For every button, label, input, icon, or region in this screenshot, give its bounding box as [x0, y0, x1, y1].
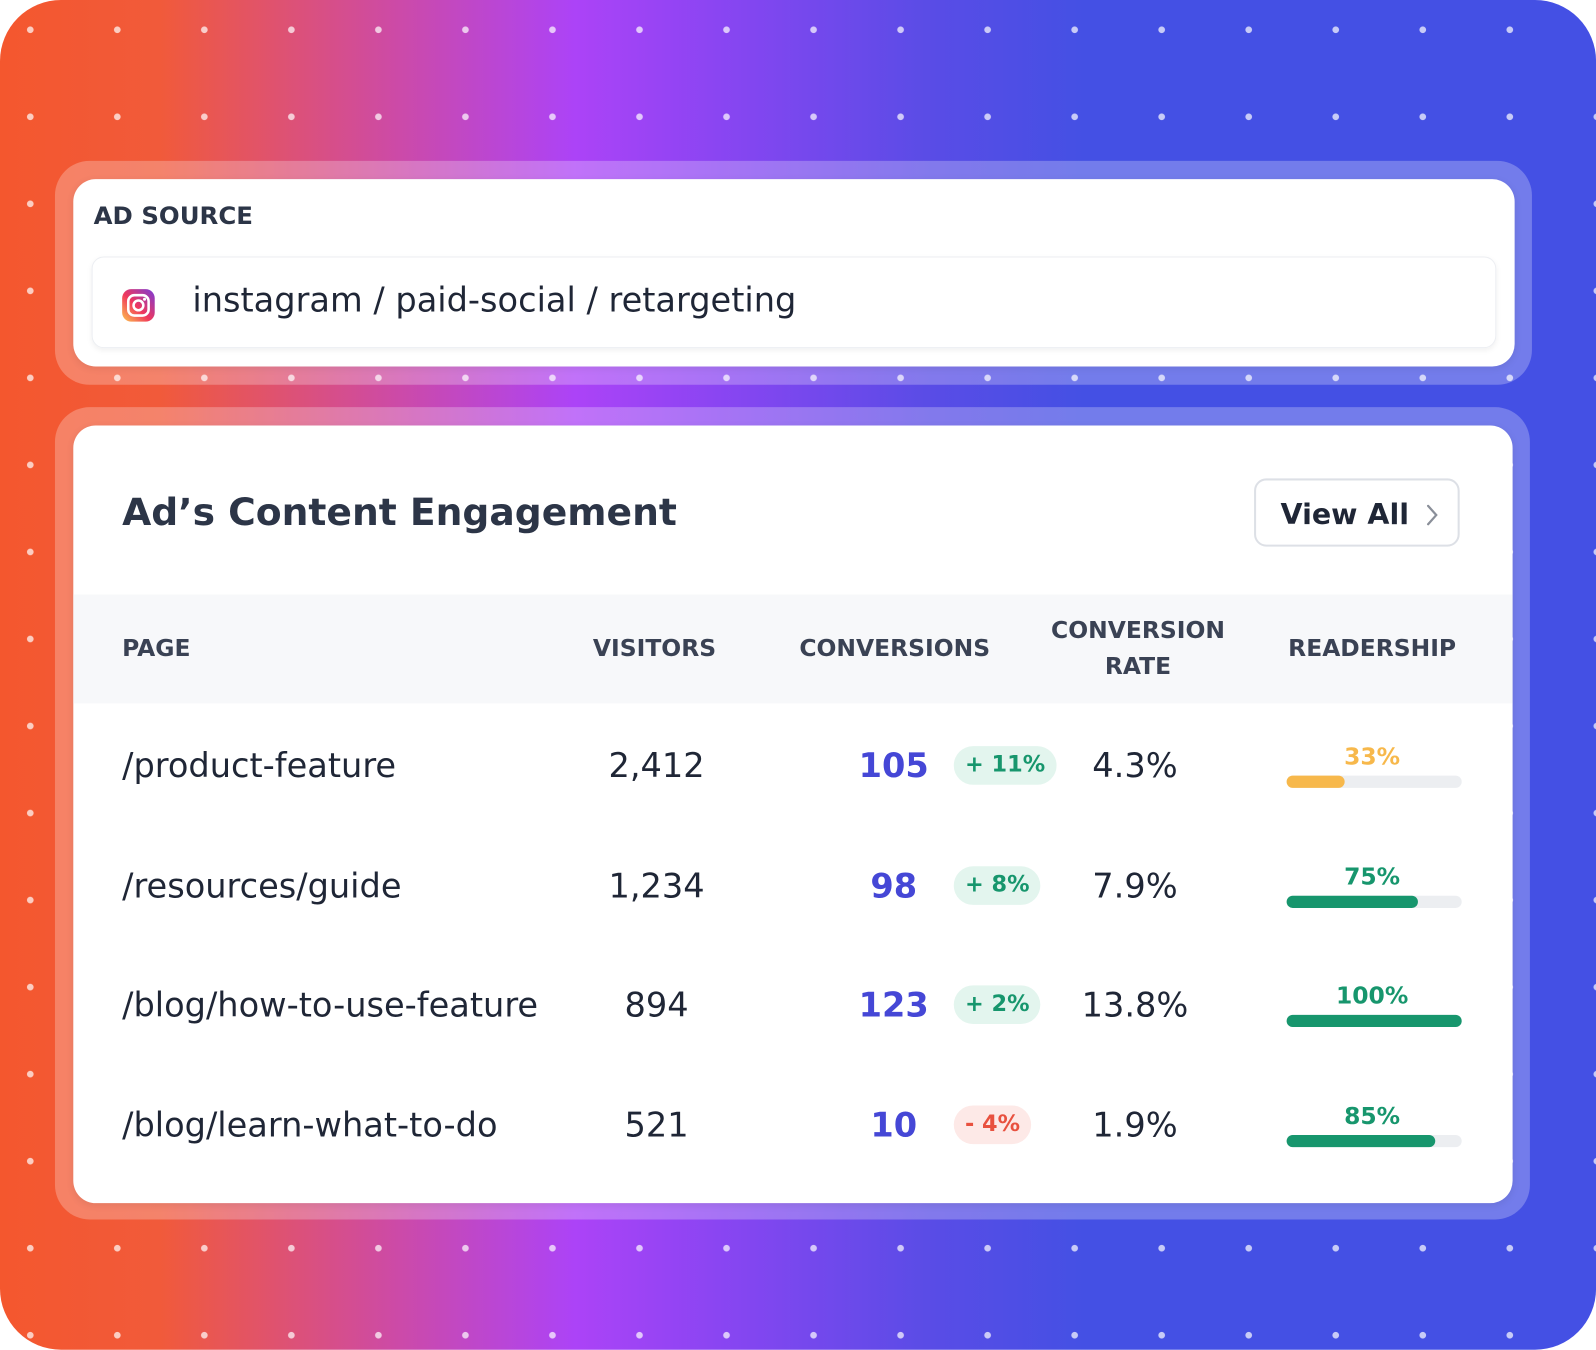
conversions: 10 [870, 1105, 918, 1145]
visitors: 2,412 [608, 745, 705, 786]
change-badge: + 2% [953, 985, 1041, 1025]
instagram-icon [122, 289, 155, 322]
page-path: /blog/learn-what-to-do [122, 1105, 498, 1145]
readership-bar [1286, 1015, 1462, 1028]
conversion-rate: 4.3% [1092, 745, 1178, 786]
readership-track [1286, 1015, 1462, 1028]
ad-source-field: instagram / paid-social / retargeting [91, 256, 1497, 349]
column-header: CONVERSION RATE [1051, 617, 1225, 680]
column-header: PAGE [122, 635, 191, 663]
change-badge: + 11% [953, 746, 1057, 785]
change-badge: + 8% [953, 865, 1041, 905]
ad-source-label: AD SOURCE [93, 201, 253, 231]
button-label[interactable]: View All [1280, 497, 1410, 532]
conversions: 105 [858, 745, 929, 786]
readership-label: 75% [1344, 863, 1401, 891]
readership-bar [1286, 895, 1418, 908]
conversions: 123 [858, 985, 929, 1025]
visitors: 521 [624, 1105, 689, 1145]
column-header: VISITORS [592, 635, 717, 663]
readership-track [1286, 775, 1462, 788]
page-path: /resources/guide [122, 865, 402, 906]
conversion-rate: 7.9% [1092, 865, 1178, 906]
page-path: /product-feature [122, 745, 397, 786]
conversion-rate: 13.8% [1081, 985, 1189, 1025]
card-title: Ad’s Content Engagement [122, 490, 677, 535]
column-header: CONVERSIONS [799, 635, 991, 663]
readership-label: 85% [1344, 1103, 1401, 1130]
engagement-card: Ad’s Content Engagement View All PAGE VIS… [73, 425, 1513, 1204]
visitors: 1,234 [608, 865, 705, 906]
chevron-icon [1426, 504, 1438, 526]
visitors: 894 [624, 985, 689, 1025]
page-path: /blog/how-to-use-feature [122, 985, 539, 1025]
column-header: READERSHIP [1288, 635, 1457, 663]
readership-track [1286, 895, 1462, 908]
ad-source-value: instagram / paid-social / retargeting [192, 279, 797, 320]
change-badge: - 4% [953, 1105, 1032, 1145]
readership-label: 100% [1335, 983, 1409, 1011]
readership-bar [1286, 775, 1345, 788]
readership-label: 33% [1344, 744, 1401, 771]
readership-bar [1286, 1135, 1436, 1148]
readership-track [1286, 1135, 1462, 1148]
ad-source-card: AD SOURCE instagram / paid-social / reta… [73, 179, 1515, 367]
view-all-button[interactable]: View All [1254, 478, 1460, 547]
conversion-rate: 1.9% [1092, 1105, 1178, 1145]
table-header [73, 594, 1513, 704]
conversions: 98 [870, 865, 918, 906]
